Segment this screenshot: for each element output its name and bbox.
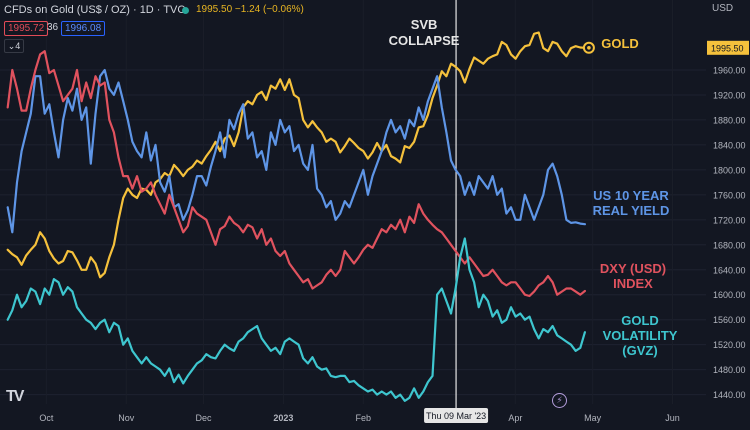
chart-title: CFDs on Gold (US$ / OZ) · 1D · TVC [4,4,186,16]
y-axis: 1440.00 1480.00 1520.00 1560.00 1600.00 1640.… [713,65,746,400]
annotation-text: SVB [411,17,438,32]
last-price-marker[interactable]: 1995.50 [582,40,749,55]
series-label: GOLD [601,36,639,51]
series-line-1 [6,68,587,234]
y-tick-label: 1680.00 [713,240,746,250]
series-label: REAL YIELD [593,203,670,218]
y-tick-label: 1880.00 [713,115,746,125]
lightning-icon[interactable]: ⚡ [552,393,567,408]
collapse-indicators-button[interactable]: ⌄4 [4,39,24,53]
y-tick-label: 1440.00 [713,390,746,400]
market-open-icon [182,7,189,14]
x-tick-label: Jun [665,413,680,423]
spread-value: 36 [47,22,59,33]
y-tick-label: 1920.00 [713,90,746,100]
crosshair-date-badge: Thu 09 Mar '23 [424,408,489,423]
x-tick-label: Dec [196,413,213,423]
series-label: GOLD [621,313,659,328]
chart-grid [0,69,706,396]
y-tick-label: 1800.00 [713,165,746,175]
buy-button[interactable]: 1996.08 [61,21,106,36]
series-label: (GVZ) [622,343,657,358]
date-badge-bg [424,408,489,423]
series-layer [6,31,587,402]
y-tick-label: 1960.00 [713,65,746,75]
last-price-tag: 1995.50 [711,43,744,53]
y-tick-label: 1760.00 [713,190,746,200]
y-tick-label: 1600.00 [713,290,746,300]
series-label: DXY (USD) [600,261,666,276]
x-tick-label: Apr [508,413,522,423]
chevron-down-icon: ⌄ [7,41,16,51]
annotation-text: COLLAPSE [389,33,460,48]
y-tick-label: 1840.00 [713,140,746,150]
date-badge-text: Thu 09 Mar '23 [426,411,486,421]
y-axis-unit: USD [712,3,733,14]
x-tick-label: Oct [39,413,54,423]
x-tick-label: May [584,413,602,423]
indicator-count: 4 [15,41,21,51]
y-tick-label: 1560.00 [713,315,746,325]
last-point-core [587,46,591,50]
series-line-2 [6,50,587,298]
x-axis: Oct Nov Dec 2023 Feb Apr May Jun [39,413,679,423]
last-price-tag-bg [707,40,749,55]
series-label: US 10 YEAR [593,188,669,203]
series-line-3 [6,237,587,402]
x-tick-label: Feb [356,413,372,423]
sell-button[interactable]: 1995.72 [4,21,49,36]
y-tick-label: 1720.00 [713,215,746,225]
x-tick-label: 2023 [273,413,293,423]
price-change-readout: 1995.50 −1.24 (−0.06%) [196,4,304,15]
x-tick-label: Nov [118,413,135,423]
series-label: VOLATILITY [603,328,678,343]
series-label: INDEX [613,276,653,291]
series-line-0 [6,31,587,279]
y-tick-label: 1480.00 [713,365,746,375]
tradingview-logo[interactable]: TV [6,388,25,405]
y-tick-label: 1640.00 [713,265,746,275]
y-tick-label: 1520.00 [713,340,746,350]
